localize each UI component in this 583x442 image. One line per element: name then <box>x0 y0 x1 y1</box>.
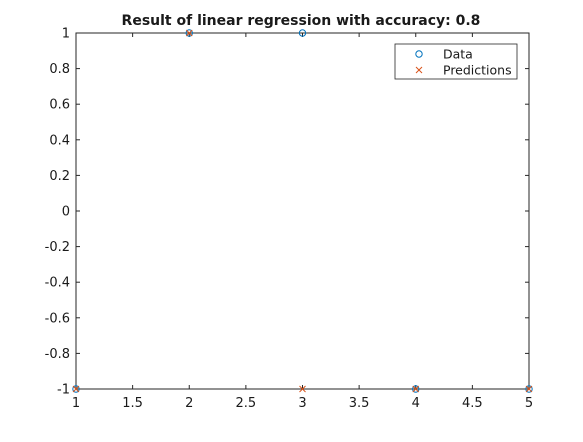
data-marks <box>72 29 533 393</box>
y-tick-label: -1 <box>57 383 70 398</box>
y-tick-label: 0.4 <box>49 133 70 148</box>
legend-box <box>394 43 518 80</box>
y-tick-label: -0.2 <box>45 240 70 255</box>
x-tick-label: 2.5 <box>236 396 257 411</box>
y-tick-label: -0.8 <box>45 347 70 362</box>
data-point <box>298 29 307 37</box>
y-tick-label: 0.2 <box>49 169 70 184</box>
x-tick-label: 4 <box>412 396 420 411</box>
plot-area <box>75 32 530 390</box>
y-tick-label: 0.6 <box>49 98 70 113</box>
x-tick-label: 1 <box>72 396 80 411</box>
legend-marker-data <box>415 50 423 58</box>
legend-label-predictions: Predictions <box>443 63 512 78</box>
y-tick-label: -0.6 <box>45 311 70 326</box>
predictions-point <box>525 385 533 393</box>
y-tick-label: 1 <box>62 27 70 42</box>
predictions-point <box>185 29 193 37</box>
x-tick-label: 2 <box>185 396 193 411</box>
data-point <box>412 385 420 393</box>
x-tick-label: 4.5 <box>462 396 483 411</box>
legend-marker-predictions <box>415 66 423 74</box>
x-tick-label: 1.5 <box>122 396 143 411</box>
data-point <box>525 385 533 393</box>
x-axis: 1 1.5 2 2.5 3 3.5 4 4.5 5 <box>72 33 533 411</box>
x-tick-label: 3.5 <box>349 396 370 411</box>
predictions-point <box>299 385 306 393</box>
chart-title: Result of linear regression with accurac… <box>122 13 481 29</box>
x-tick-label: 5 <box>525 396 533 411</box>
y-tick-label: 0.8 <box>49 62 70 77</box>
y-tick-label: -0.4 <box>45 276 70 291</box>
predictions-point <box>72 385 80 393</box>
y-tick-label: 0 <box>62 205 70 220</box>
predictions-point <box>412 385 420 393</box>
x-tick-label: 3 <box>298 396 306 411</box>
y-axis: 1 0.8 0.6 0.4 0.2 0 -0.2 -0.4 -0.6 -0.8 -1 <box>45 27 529 398</box>
data-point <box>185 29 193 37</box>
legend-label-data: Data <box>443 47 473 62</box>
data-point <box>72 385 80 393</box>
